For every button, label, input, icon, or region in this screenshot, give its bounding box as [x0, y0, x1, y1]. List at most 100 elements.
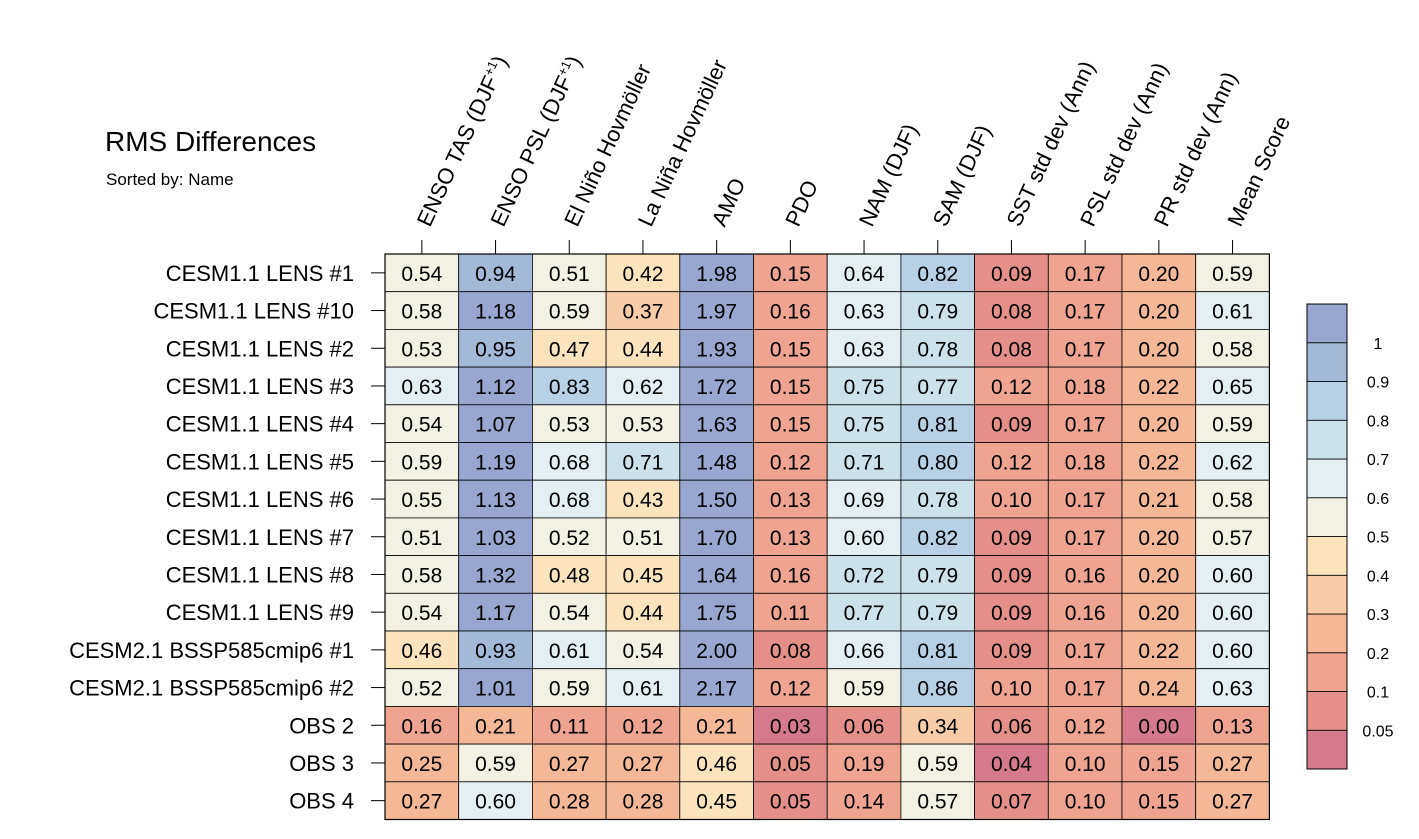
heatmap-cell	[826, 291, 902, 330]
cell-value: 0.12	[991, 376, 1032, 399]
cell-value: 0.11	[771, 602, 810, 625]
cell-value: 0.54	[401, 414, 442, 437]
cell-value: 0.54	[623, 640, 664, 663]
cell-value: 0.27	[549, 753, 590, 776]
cell-value: 0.61	[623, 678, 664, 701]
row-label: CESM1.1 LENS #9	[166, 600, 354, 625]
heatmap-cell	[1047, 291, 1123, 330]
cell-value: 0.59	[844, 678, 885, 701]
cell-value: 1.97	[696, 301, 737, 324]
heatmap-cell	[1121, 291, 1197, 330]
cell-value: 0.64	[844, 263, 885, 286]
cell-value: 0.47	[549, 338, 590, 361]
cell-value: 0.17	[1065, 640, 1106, 663]
heatmap-cell	[1195, 781, 1270, 820]
heatmap-cell	[532, 291, 607, 330]
heatmap-cell	[1121, 630, 1197, 670]
heatmap-cell	[458, 668, 533, 707]
heatmap-cell	[605, 404, 681, 443]
colorbar-segment	[1306, 497, 1348, 537]
heatmap-cell	[1195, 706, 1270, 745]
heatmap-cell	[532, 781, 607, 820]
cell-value: 2.00	[696, 640, 737, 663]
heatmap-cell	[826, 328, 902, 368]
cell-value: 0.24	[1138, 678, 1179, 701]
heatmap-cell	[1121, 555, 1197, 594]
cell-value: 1.19	[475, 451, 516, 474]
heatmap-cell	[974, 253, 1049, 293]
heatmap-cell	[900, 291, 976, 330]
heatmap-cell	[458, 743, 533, 783]
heatmap-cell	[679, 781, 754, 820]
cell-value: 0.03	[770, 715, 811, 738]
colorbar-segment	[1306, 536, 1348, 576]
colorbar-segment	[1306, 613, 1348, 654]
colorbar-segment	[1306, 303, 1348, 344]
cell-value: 0.53	[623, 414, 664, 437]
heatmap-cell	[605, 291, 681, 330]
cell-value: 1.50	[696, 489, 737, 512]
heatmap-cell	[1121, 517, 1197, 557]
cell-value: 0.75	[844, 414, 885, 437]
heatmap-cell	[974, 743, 1049, 783]
heatmap-cell	[1047, 253, 1123, 293]
cell-value: 0.53	[401, 338, 442, 361]
cell-value: 0.09	[991, 564, 1032, 587]
cell-value: 0.78	[917, 489, 958, 512]
cell-value: 1.18	[475, 301, 516, 324]
heatmap-cell	[753, 592, 828, 632]
cell-value: 0.22	[1138, 376, 1179, 399]
cell-value: 0.17	[1065, 263, 1106, 286]
heatmap-cell	[384, 253, 460, 293]
cell-value: 0.20	[1138, 338, 1179, 361]
cell-value: 0.60	[1212, 640, 1253, 663]
row-label: CESM1.1 LENS #2	[166, 336, 354, 361]
heatmap-cell	[384, 366, 460, 406]
heatmap-cell	[458, 592, 533, 632]
cell-value: 0.54	[401, 263, 442, 286]
heatmap-cell	[1121, 366, 1197, 406]
cell-value: 0.45	[696, 791, 737, 814]
cell-value: 0.79	[917, 564, 958, 587]
cell-value: 0.09	[991, 527, 1032, 550]
row-label: CESM1.1 LENS #6	[166, 487, 354, 512]
cell-value: 0.44	[623, 338, 664, 361]
cell-value: 0.60	[844, 527, 885, 550]
colorbar-segment	[1306, 342, 1348, 382]
heatmap-cell	[679, 517, 754, 557]
heatmap-cell	[679, 592, 754, 632]
cell-value: 0.07	[991, 791, 1032, 814]
cell-value: 0.51	[549, 263, 590, 286]
cell-value: 0.42	[623, 263, 664, 286]
column-label: Mean Score	[1222, 112, 1295, 230]
cell-value: 1.48	[696, 451, 737, 474]
cell-value: 0.77	[844, 602, 885, 625]
chart-title: RMS Differences	[105, 126, 317, 157]
cell-value: 0.16	[401, 715, 442, 738]
heatmap-cell	[605, 630, 681, 670]
heatmap-cell	[974, 555, 1049, 594]
cell-value: 0.19	[844, 753, 885, 776]
row-label: CESM1.1 LENS #7	[166, 525, 354, 550]
cell-value: 0.12	[623, 715, 664, 738]
heatmap-cell	[1195, 592, 1270, 632]
cell-value: 0.17	[1065, 414, 1106, 437]
colorbar-tick-label: 0.05	[1362, 723, 1393, 740]
cell-value: 0.17	[1065, 301, 1106, 324]
cell-value: 0.58	[1212, 489, 1253, 512]
cell-value: 0.59	[549, 678, 590, 701]
heatmap-cell	[1047, 328, 1123, 368]
cell-value: 0.20	[1138, 564, 1179, 587]
cell-value: 0.44	[623, 602, 664, 625]
heatmap-cell	[974, 328, 1049, 368]
cell-value: 0.55	[401, 489, 442, 512]
cell-value: 0.57	[917, 791, 958, 814]
heatmap-cell	[679, 328, 754, 368]
cell-value: 0.16	[1065, 602, 1106, 625]
cell-value: 0.75	[844, 376, 885, 399]
cell-value: 0.72	[844, 564, 885, 587]
heatmap-cell	[1047, 555, 1123, 594]
heatmap-cell	[1195, 630, 1270, 670]
cell-value: 0.27	[623, 753, 664, 776]
cell-value: 0.79	[917, 301, 958, 324]
